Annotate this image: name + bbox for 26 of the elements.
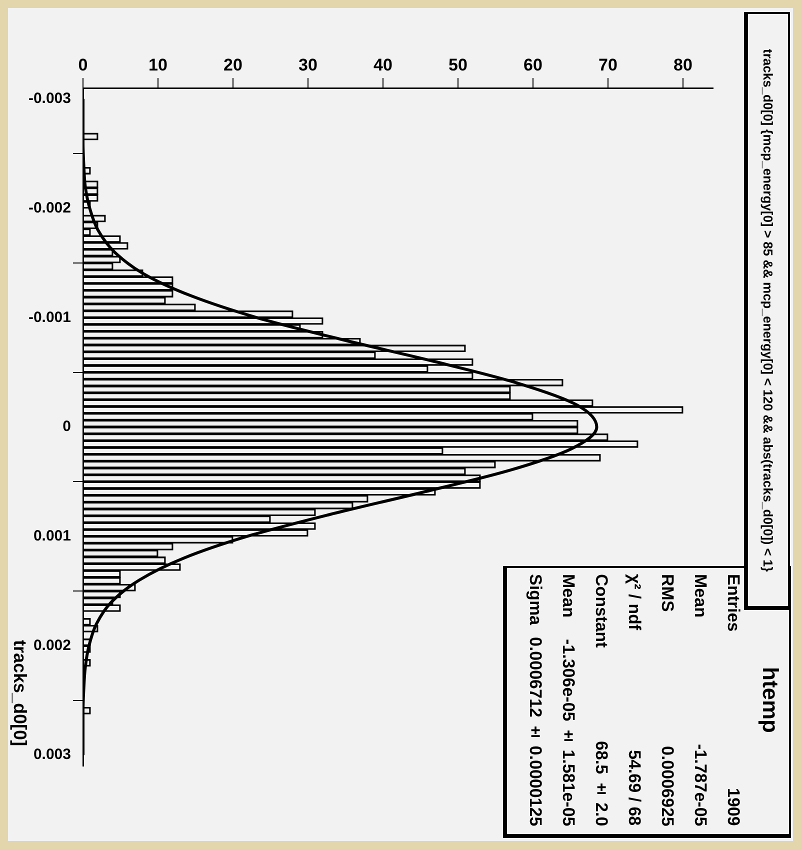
- y-axis-title: tracks_d0[0]: [9, 640, 30, 746]
- text: Mean -1.787e-05: [691, 574, 710, 826]
- text: tracks_d0[0] {mcp_energy[0] > 85 && mcp_energy[0] < 120 && abs(tracks_d0[0]) < 1}: [744, 12, 790, 610]
- x-tick-label: 50: [448, 55, 468, 74]
- x-tick-label: 80: [674, 55, 692, 74]
- y-tick-label: 0.002: [33, 636, 71, 654]
- y-tick-label: 0.001: [33, 527, 71, 544]
- x-tick-label: 0: [78, 55, 88, 74]
- x-tick-label: 40: [374, 55, 392, 74]
- text: Entries 1909: [724, 574, 743, 826]
- x-tick-label: 30: [298, 55, 318, 74]
- text: χ² / ndf 54.69 / 68: [625, 574, 644, 826]
- text: Constant 68.5 ± 2.0: [592, 574, 611, 826]
- x-tick-label: 60: [524, 55, 542, 74]
- y-tick-label: -0.001: [28, 308, 71, 326]
- text: htemp: [758, 667, 783, 733]
- y-tick-label: 0.003: [33, 746, 71, 764]
- y-tick-label: -0.003: [28, 90, 71, 108]
- text: Mean -1.306e-05 ± 1.581e-05: [559, 574, 578, 826]
- y-tick-label: -0.002: [28, 199, 71, 216]
- x-tick-label: 10: [148, 55, 168, 74]
- annotation: Sigma 0.0006712 ± 0.0000125: [525, 574, 545, 826]
- text: RMS 0.0006925: [658, 574, 677, 826]
- x-tick-label: 70: [598, 55, 618, 74]
- x-tick-label: 20: [224, 55, 242, 74]
- y-tick-label: 0: [62, 418, 71, 436]
